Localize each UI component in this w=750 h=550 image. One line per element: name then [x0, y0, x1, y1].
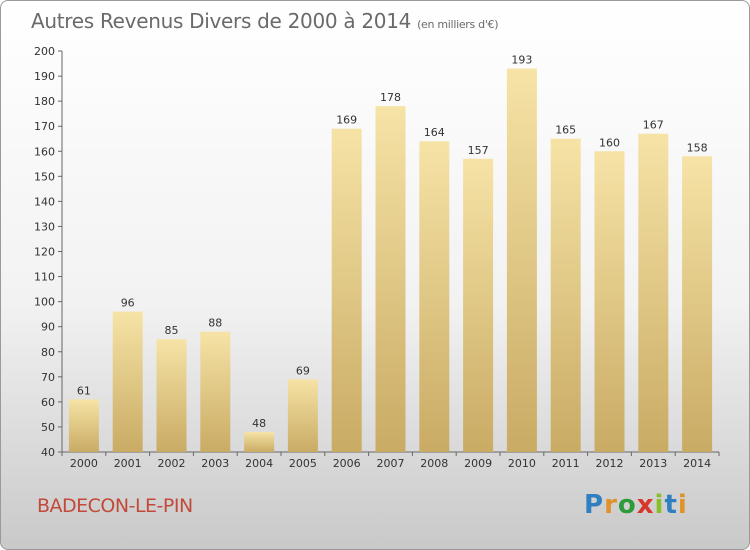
bar [638, 133, 669, 453]
x-tick-label: 2005 [289, 457, 317, 470]
bar-value-label: 88 [208, 317, 222, 330]
y-tick-label: 180 [34, 95, 55, 108]
chart-unit: (en milliers d'€) [417, 18, 499, 31]
x-tick-label: 2006 [333, 457, 361, 470]
x-tick-label: 2010 [508, 457, 536, 470]
x-tick-label: 2002 [158, 457, 186, 470]
y-tick-label: 60 [41, 396, 55, 409]
x-tick-label: 2009 [464, 457, 492, 470]
bar-value-label: 157 [468, 144, 489, 157]
x-tick-label: 2011 [552, 457, 580, 470]
y-tick-label: 160 [34, 145, 55, 158]
bar-value-label: 169 [336, 114, 357, 127]
bar [419, 141, 450, 452]
bar [68, 399, 99, 452]
bar-value-label: 165 [555, 124, 576, 137]
bar-value-label: 167 [643, 119, 664, 132]
bar-value-label: 193 [511, 54, 532, 67]
bar-value-label: 48 [252, 417, 266, 430]
y-tick-label: 200 [34, 45, 55, 58]
bar [463, 158, 494, 453]
bar-value-label: 96 [121, 297, 135, 310]
x-tick-label: 2001 [114, 457, 142, 470]
bar [331, 128, 362, 452]
x-tick-label: 2000 [70, 457, 98, 470]
y-tick-label: 50 [41, 421, 55, 434]
bar-value-label: 158 [687, 141, 708, 154]
bar-value-label: 164 [424, 126, 445, 139]
y-tick-label: 90 [41, 321, 55, 334]
x-tick-label: 2012 [596, 457, 624, 470]
x-tick-label: 2008 [420, 457, 448, 470]
x-tick-label: 2004 [245, 457, 273, 470]
bar [244, 431, 275, 452]
commune-name: BADECON-LE-PIN [37, 495, 193, 517]
x-tick-label: 2007 [377, 457, 405, 470]
y-tick-label: 190 [34, 70, 55, 83]
bar [550, 138, 581, 452]
y-tick-label: 70 [41, 371, 55, 384]
bar-value-label: 69 [296, 364, 310, 377]
bar-value-label: 178 [380, 91, 401, 104]
proxiti-logo: Proxiti [584, 490, 688, 520]
x-tick-label: 2014 [683, 457, 711, 470]
y-tick-label: 170 [34, 120, 55, 133]
bar [112, 311, 143, 452]
y-tick-label: 100 [34, 296, 55, 309]
bar [594, 151, 625, 452]
y-tick-label: 130 [34, 220, 55, 233]
x-tick-label: 2013 [639, 457, 667, 470]
y-tick-label: 110 [34, 271, 55, 284]
y-tick-label: 150 [34, 170, 55, 183]
bar [200, 331, 231, 452]
bar [287, 379, 318, 452]
bar [682, 156, 713, 452]
bar [156, 339, 187, 452]
bar [375, 106, 406, 452]
x-tick-label: 2003 [201, 457, 229, 470]
bar-value-label: 85 [165, 324, 179, 337]
chart-bars: 61 96 85 88 48 69 169 178 164 157 193 165 160 167 158 [68, 54, 713, 453]
chart-axes: 40 50 60 70 80 90 100 110 120 130 140 150 160 170 180 1… [34, 45, 720, 470]
y-tick-label: 40 [41, 446, 55, 459]
y-tick-label: 120 [34, 246, 55, 259]
bar-value-label: 160 [599, 136, 620, 149]
y-tick-label: 140 [34, 195, 55, 208]
y-tick-label: 80 [41, 346, 55, 359]
bar [506, 68, 537, 452]
bar-value-label: 61 [77, 384, 91, 397]
chart-title: Autres Revenus Divers de 2000 à 2014 (en … [31, 9, 499, 33]
